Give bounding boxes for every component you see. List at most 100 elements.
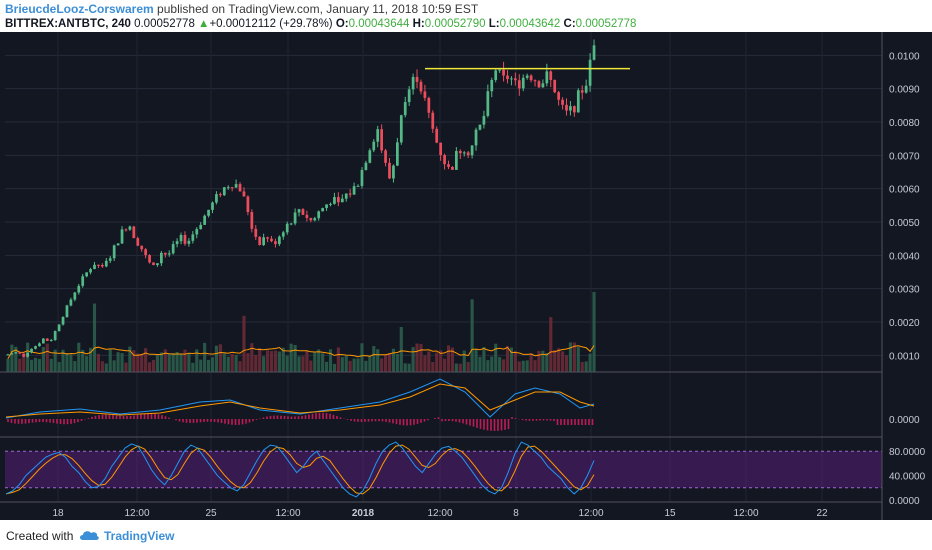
candle-body[interactable] <box>576 90 580 113</box>
candle-body[interactable] <box>203 215 206 225</box>
candle-body[interactable] <box>30 348 33 353</box>
candle-body[interactable] <box>136 238 140 246</box>
candle-body[interactable] <box>238 184 242 192</box>
candle-body[interactable] <box>69 299 73 306</box>
candle-body[interactable] <box>116 243 120 246</box>
candle-body[interactable] <box>148 255 151 263</box>
candle-body[interactable] <box>573 106 576 113</box>
candle-body[interactable] <box>443 155 446 165</box>
candle-body[interactable] <box>22 353 26 357</box>
candle-body[interactable] <box>38 343 41 347</box>
time-axis[interactable]: 18 12:00 25 12:00 2018 12:00 8 12:00 15 12:00 22 <box>52 508 828 519</box>
candle-body[interactable] <box>329 203 332 205</box>
candle-body[interactable] <box>478 124 482 130</box>
candle-body[interactable] <box>120 229 124 244</box>
candle-body[interactable] <box>97 264 100 266</box>
candle-body[interactable] <box>270 238 273 242</box>
candle-body[interactable] <box>246 196 250 213</box>
candle-body[interactable] <box>89 269 92 273</box>
candle-body[interactable] <box>541 83 545 88</box>
candle-body[interactable] <box>278 236 281 245</box>
candle-body[interactable] <box>399 115 403 143</box>
candle-body[interactable] <box>226 187 230 189</box>
candle-body[interactable] <box>510 78 513 80</box>
candle-body[interactable] <box>466 152 470 156</box>
candle-body[interactable] <box>470 145 474 156</box>
candle-body[interactable] <box>388 162 391 179</box>
candle-body[interactable] <box>337 197 340 203</box>
candle-body[interactable] <box>514 78 517 81</box>
candle-body[interactable] <box>517 80 521 89</box>
candle-body[interactable] <box>65 305 69 317</box>
candle-body[interactable] <box>18 352 22 354</box>
candle-body[interactable] <box>486 91 490 116</box>
candle-body[interactable] <box>156 263 159 266</box>
candle-body[interactable] <box>207 209 210 216</box>
candle-body[interactable] <box>553 79 557 93</box>
candle-body[interactable] <box>565 104 568 111</box>
candle-body[interactable] <box>321 208 324 212</box>
candle-body[interactable] <box>384 150 387 163</box>
candle-body[interactable] <box>549 71 553 80</box>
trading-chart[interactable]: 0.0100 0.0090 0.0080 0.0070 0.0060 0.0050 0.00… <box>0 32 932 520</box>
candle-body[interactable] <box>529 75 533 81</box>
candle-body[interactable] <box>376 129 380 142</box>
candle-body[interactable] <box>34 346 37 349</box>
candle-body[interactable] <box>128 226 132 230</box>
candle-body[interactable] <box>451 166 454 170</box>
candle-body[interactable] <box>140 245 144 250</box>
candle-body[interactable] <box>266 237 269 239</box>
candle-body[interactable] <box>462 152 466 154</box>
candle-body[interactable] <box>561 99 564 105</box>
candle-body[interactable] <box>10 353 14 355</box>
candle-body[interactable] <box>498 69 501 71</box>
candle-body[interactable] <box>525 75 529 78</box>
price-axis[interactable]: 0.0100 0.0090 0.0080 0.0070 0.0060 0.0050 0.00… <box>881 32 932 520</box>
candle-body[interactable] <box>537 81 541 88</box>
candle-body[interactable] <box>101 265 104 267</box>
candle-body[interactable] <box>53 331 57 340</box>
candle-body[interactable] <box>171 244 175 254</box>
candle-body[interactable] <box>557 92 560 100</box>
candle-body[interactable] <box>407 89 411 103</box>
candle-body[interactable] <box>569 106 572 111</box>
candle-body[interactable] <box>112 245 116 259</box>
candle-body[interactable] <box>167 253 171 255</box>
candle-body[interactable] <box>274 241 277 245</box>
candle-body[interactable] <box>494 70 498 81</box>
candle-body[interactable] <box>195 229 199 235</box>
candle-body[interactable] <box>85 272 88 277</box>
candle-body[interactable] <box>447 164 450 167</box>
candle-body[interactable] <box>427 97 431 113</box>
candle-body[interactable] <box>490 80 494 92</box>
candle-body[interactable] <box>144 249 147 256</box>
candle-body[interactable] <box>415 76 419 82</box>
candle-body[interactable] <box>423 91 427 98</box>
candle-body[interactable] <box>431 112 435 129</box>
candle-body[interactable] <box>73 292 77 300</box>
candle-body[interactable] <box>458 151 462 154</box>
candle-body[interactable] <box>199 224 203 230</box>
candle-body[interactable] <box>521 77 525 89</box>
candle-body[interactable] <box>230 187 234 189</box>
candle-body[interactable] <box>187 240 191 244</box>
candle-body[interactable] <box>219 194 222 196</box>
candle-body[interactable] <box>356 185 360 187</box>
candle-body[interactable] <box>584 85 588 93</box>
candle-body[interactable] <box>254 228 258 237</box>
candle-body[interactable] <box>364 162 368 171</box>
candle-body[interactable] <box>360 170 364 186</box>
candle-body[interactable] <box>580 90 584 93</box>
candle-body[interactable] <box>482 115 486 125</box>
candle-body[interactable] <box>183 234 187 244</box>
macd-pane[interactable] <box>5 378 595 431</box>
candle-body[interactable] <box>301 209 305 215</box>
candle-body[interactable] <box>104 260 108 267</box>
candle-body[interactable] <box>439 142 442 156</box>
candle-body[interactable] <box>352 186 356 195</box>
candle-body[interactable] <box>455 151 458 170</box>
candle-body[interactable] <box>191 234 195 241</box>
stochastic-pane[interactable] <box>5 441 882 498</box>
candle-body[interactable] <box>258 236 262 246</box>
candle-body[interactable] <box>545 71 549 84</box>
